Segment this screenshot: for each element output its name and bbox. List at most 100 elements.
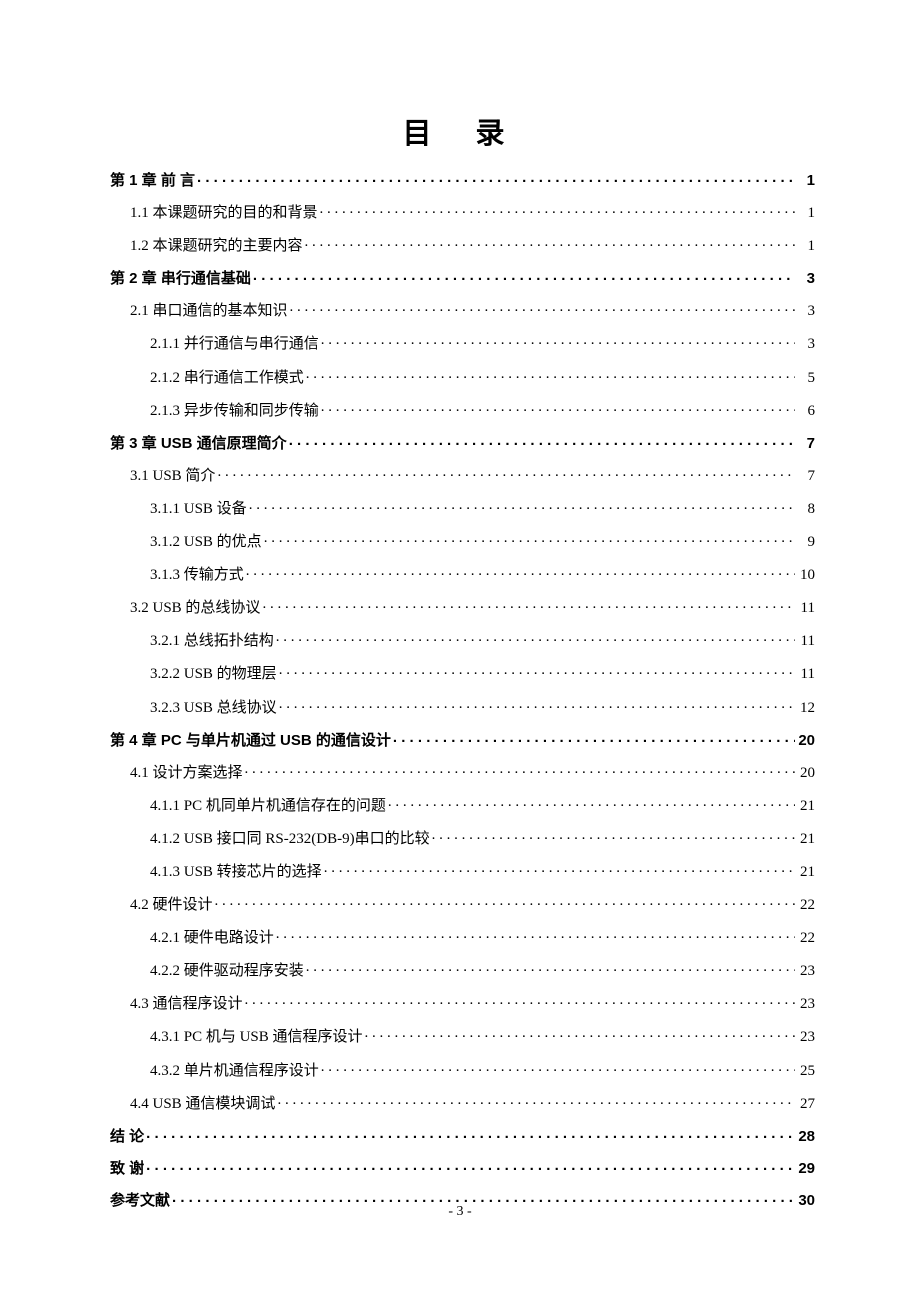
toc-entry-page: 20	[795, 733, 815, 748]
toc-entry-label: 2.1 串口通信的基本知识	[130, 304, 288, 319]
toc-entry: 3.1 USB 简介7	[110, 465, 815, 484]
toc-entry-label: 第 3 章 USB 通信原理简介	[110, 436, 287, 451]
toc-dot-leader	[304, 960, 795, 975]
toc-entry: 4.1.1 PC 机同单片机通信存在的问题 21	[110, 795, 815, 814]
toc-entry: 1.1 本课题研究的目的和背景 1	[110, 202, 815, 221]
toc-dot-leader	[260, 597, 795, 612]
toc-entry: 第 4 章 PC 与单片机通过 USB 的通信设计20	[110, 730, 815, 748]
toc-entry-page: 25	[795, 1064, 815, 1079]
toc-dot-leader	[287, 433, 795, 448]
toc-entry-label: 4.1.1 PC 机同单片机通信存在的问题	[150, 799, 386, 814]
toc-entry-page: 22	[795, 931, 815, 946]
toc-entry-label: 4.1.2 USB 接口同 RS-232(DB-9)串口的比较	[150, 832, 430, 847]
toc-dot-leader	[288, 300, 795, 315]
toc-entry-label: 4.1 设计方案选择	[130, 766, 243, 781]
toc-dot-leader	[244, 564, 795, 579]
toc-entry-page: 1	[795, 173, 815, 188]
toc-entry: 4.1.2 USB 接口同 RS-232(DB-9)串口的比较 21	[110, 828, 815, 847]
toc-entry-page: 23	[795, 1030, 815, 1045]
toc-entry-label: 4.3 通信程序设计	[130, 997, 243, 1012]
toc-entry-label: 4.2.1 硬件电路设计	[150, 931, 274, 946]
toc-entry-label: 4.3.2 单片机通信程序设计	[150, 1064, 319, 1079]
toc-dot-leader	[304, 367, 795, 382]
toc-entry-label: 4.4 USB 通信模块调试	[130, 1097, 275, 1112]
toc-entry-label: 结 论	[110, 1129, 144, 1144]
toc-entry: 第 1 章 前 言 1	[110, 170, 815, 188]
toc-entry: 第 3 章 USB 通信原理简介 7	[110, 433, 815, 451]
toc-entry-label: 4.2 硬件设计	[130, 898, 213, 913]
toc-entry-label: 4.2.2 硬件驱动程序安装	[150, 964, 304, 979]
toc-entry-label: 第 1 章 前 言	[110, 173, 195, 188]
document-page: 目 录 第 1 章 前 言11.1 本课题研究的目的和背景11.2 本课题研究的…	[0, 0, 920, 1208]
toc-dot-leader	[170, 1190, 795, 1205]
toc-entry-label: 第 2 章 串行通信基础	[110, 271, 251, 286]
toc-entry-page: 7	[795, 469, 815, 484]
toc-entry-page: 1	[795, 239, 815, 254]
toc-entry: 3.2 USB 的总线协议11	[110, 597, 815, 616]
toc-dot-leader	[430, 828, 795, 843]
toc-dot-leader	[243, 993, 795, 1008]
toc-entry-page: 9	[795, 535, 815, 550]
toc-entry-page: 11	[795, 634, 815, 649]
toc-entry-page: 7	[795, 436, 815, 451]
toc-entry-page: 21	[795, 865, 815, 880]
toc-dot-leader	[391, 730, 795, 745]
toc-dot-leader	[274, 927, 795, 942]
toc-entry-label: 2.1.3 异步传输和同步传输	[150, 404, 319, 419]
toc-dot-leader	[319, 333, 795, 348]
toc-dot-leader	[251, 268, 795, 283]
toc-dot-leader	[215, 465, 795, 480]
toc-entry-label: 3.1.1 USB 设备	[150, 502, 247, 517]
toc-dot-leader	[262, 531, 795, 546]
toc-dot-leader	[144, 1126, 795, 1141]
toc-entry: 3.1.2 USB 的优点 9	[110, 531, 815, 550]
toc-entry-label: 3.2.1 总线拓扑结构	[150, 634, 274, 649]
toc-entry: 4.1 设计方案选择20	[110, 762, 815, 781]
toc-entry-label: 1.1 本课题研究的目的和背景	[130, 206, 318, 221]
toc-entry-page: 3	[795, 337, 815, 352]
page-footer: - 3 -	[0, 1204, 920, 1220]
toc-dot-leader	[144, 1158, 795, 1173]
toc-entry-page: 3	[795, 304, 815, 319]
toc-entry-label: 3.2.3 USB 总线协议	[150, 701, 277, 716]
toc-entry-page: 23	[795, 997, 815, 1012]
toc-entry-page: 11	[795, 601, 815, 616]
toc-entry: 4.1.3 USB 转接芯片的选择 21	[110, 861, 815, 880]
toc-entry-page: 5	[795, 371, 815, 386]
toc-entry: 第 2 章 串行通信基础 3	[110, 268, 815, 286]
toc-entry-page: 8	[795, 502, 815, 517]
toc-entry: 4.3.1 PC 机与 USB 通信程序设计 23	[110, 1026, 815, 1045]
toc-entry-page: 21	[795, 832, 815, 847]
toc-entry: 3.1.1 USB 设备 8	[110, 498, 815, 517]
toc-entry: 4.3.2 单片机通信程序设计 25	[110, 1060, 815, 1079]
toc-entry: 3.2.1 总线拓扑结构 11	[110, 630, 815, 649]
toc-entry: 3.1.3 传输方式 10	[110, 564, 815, 583]
toc-entry-page: 6	[795, 404, 815, 419]
toc-dot-leader	[322, 861, 795, 876]
toc-dot-leader	[386, 795, 795, 810]
toc-entry-label: 3.1.2 USB 的优点	[150, 535, 262, 550]
toc-entry-page: 1	[795, 206, 815, 221]
toc-dot-leader	[247, 498, 795, 513]
toc-entry-page: 21	[795, 799, 815, 814]
toc-entry-label: 致 谢	[110, 1161, 144, 1176]
toc-entry-label: 3.2.2 USB 的物理层	[150, 667, 277, 682]
toc-entry: 2.1.1 并行通信与串行通信3	[110, 333, 815, 352]
toc-entry: 2.1.2 串行通信工作模式5	[110, 367, 815, 386]
toc-entry-label: 3.1.3 传输方式	[150, 568, 244, 583]
toc-entry: 4.4 USB 通信模块调试27	[110, 1093, 815, 1112]
toc-entry: 4.2.2 硬件驱动程序安装23	[110, 960, 815, 979]
toc-entry: 3.2.2 USB 的物理层11	[110, 663, 815, 682]
toc-entry-page: 10	[795, 568, 815, 583]
toc-entry-label: 4.3.1 PC 机与 USB 通信程序设计	[150, 1030, 363, 1045]
toc-title: 目 录	[110, 110, 815, 152]
toc-dot-leader	[319, 400, 795, 415]
toc-dot-leader	[277, 663, 795, 678]
toc-entry: 4.2 硬件设计22	[110, 894, 815, 913]
toc-entry-label: 4.1.3 USB 转接芯片的选择	[150, 865, 322, 880]
toc-entry-page: 3	[795, 271, 815, 286]
toc-entry: 1.2 本课题研究的主要内容 1	[110, 235, 815, 254]
toc-dot-leader	[318, 202, 795, 217]
toc-entry-label: 1.2 本课题研究的主要内容	[130, 239, 303, 254]
toc-entry: 致 谢29	[110, 1158, 815, 1176]
